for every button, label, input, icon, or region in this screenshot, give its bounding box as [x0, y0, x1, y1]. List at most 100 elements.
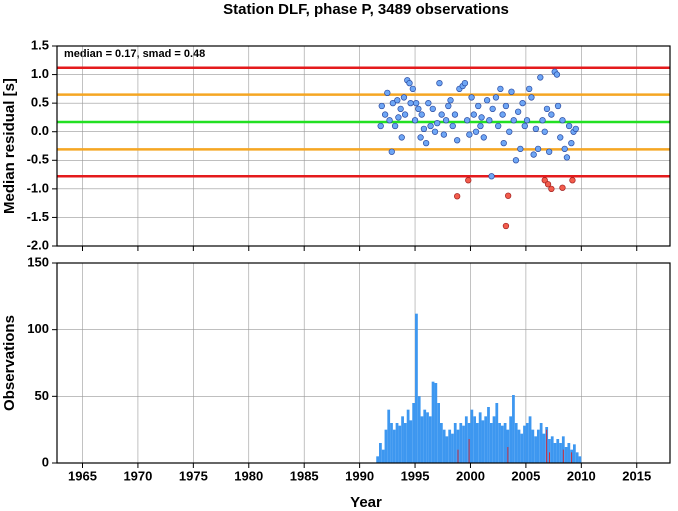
data-point — [497, 85, 504, 93]
histogram-bar — [564, 447, 568, 463]
histogram-bar — [428, 416, 432, 463]
data-point — [420, 125, 428, 133]
data-point — [468, 94, 475, 101]
y-tick-label: 50 — [35, 388, 49, 403]
data-point — [427, 122, 434, 130]
data-point — [492, 94, 500, 101]
data-point — [394, 97, 401, 104]
histogram-bar — [539, 423, 543, 463]
data-point — [554, 102, 562, 110]
y-tick-label: -0.5 — [27, 152, 49, 167]
data-point — [401, 111, 409, 118]
histogram-bar — [495, 403, 499, 463]
data-point — [506, 128, 513, 135]
histogram-bar — [464, 416, 468, 463]
histogram-bar — [514, 423, 518, 463]
data-point — [451, 111, 459, 118]
data-point — [502, 222, 510, 230]
data-point — [489, 105, 496, 113]
data-point — [483, 97, 491, 104]
histogram-bar — [523, 425, 526, 463]
histogram-bar — [420, 416, 424, 463]
x-tick-label: 1965 — [68, 468, 97, 483]
histogram-bar — [468, 439, 470, 463]
x-axis-label: Year — [350, 494, 382, 511]
data-point — [544, 181, 552, 188]
data-point — [480, 134, 487, 141]
data-point — [559, 184, 566, 191]
data-point — [413, 99, 420, 107]
histogram-bar — [453, 423, 457, 463]
x-tick-label: 2005 — [511, 468, 540, 483]
data-point — [417, 134, 424, 141]
histogram-bar — [506, 429, 510, 463]
histogram-bar — [575, 452, 579, 463]
data-point — [411, 117, 419, 124]
data-point — [523, 117, 531, 124]
data-point — [442, 117, 450, 124]
data-point — [546, 148, 553, 155]
histogram-bar — [553, 443, 557, 463]
histogram-bar — [525, 423, 529, 463]
histogram-bar — [573, 444, 576, 463]
data-point — [454, 193, 461, 200]
histogram-bar — [462, 425, 465, 463]
data-point — [447, 97, 454, 104]
histogram-bar — [451, 433, 454, 463]
data-point — [500, 139, 507, 147]
data-point — [530, 151, 537, 158]
data-point — [431, 128, 439, 135]
data-point — [445, 102, 452, 110]
y-axis-label: Median residual [s] — [1, 78, 18, 214]
histogram-bar — [550, 436, 554, 463]
histogram-bar — [459, 423, 463, 463]
histogram-bar — [498, 423, 501, 463]
histogram-bar — [437, 403, 440, 463]
data-point — [466, 131, 473, 138]
histogram-bar — [448, 429, 452, 463]
data-point — [425, 99, 432, 107]
data-point — [400, 94, 408, 101]
data-point — [422, 139, 430, 147]
histogram-bar — [381, 449, 385, 463]
histogram-bar — [379, 443, 382, 463]
histogram-bar — [520, 433, 524, 463]
y-tick-label: 1.5 — [31, 37, 49, 52]
data-point — [449, 122, 456, 130]
histogram-bar — [473, 416, 477, 463]
data-point — [565, 122, 573, 130]
data-point — [541, 177, 548, 184]
histogram-bar — [417, 396, 421, 463]
y-tick-label: -2.0 — [27, 237, 49, 252]
x-tick-label: 1975 — [179, 468, 208, 483]
x-tick-label: 1985 — [290, 468, 319, 483]
histogram-bar — [390, 423, 393, 463]
histogram-bar — [478, 412, 482, 463]
x-tick-label: 2010 — [567, 468, 596, 483]
data-point — [470, 111, 477, 118]
data-point — [499, 111, 506, 118]
data-point — [502, 102, 510, 110]
plot-frame — [56, 45, 671, 247]
histogram-bar — [406, 409, 410, 463]
data-point — [475, 102, 482, 110]
data-point — [519, 99, 526, 107]
data-point — [488, 173, 495, 180]
histogram-bar — [456, 429, 460, 463]
data-point — [398, 134, 405, 141]
data-point — [526, 85, 533, 93]
histogram-bar — [484, 416, 488, 463]
data-point — [463, 117, 471, 124]
data-point — [478, 114, 485, 121]
data-point — [532, 125, 540, 133]
data-point — [477, 122, 484, 130]
data-point — [537, 74, 544, 81]
histogram-bar — [398, 425, 402, 463]
data-point — [378, 102, 385, 110]
data-point — [563, 154, 571, 161]
histogram-bar — [578, 456, 582, 463]
data-point — [454, 137, 461, 144]
data-point — [539, 117, 546, 124]
data-point — [508, 88, 515, 95]
